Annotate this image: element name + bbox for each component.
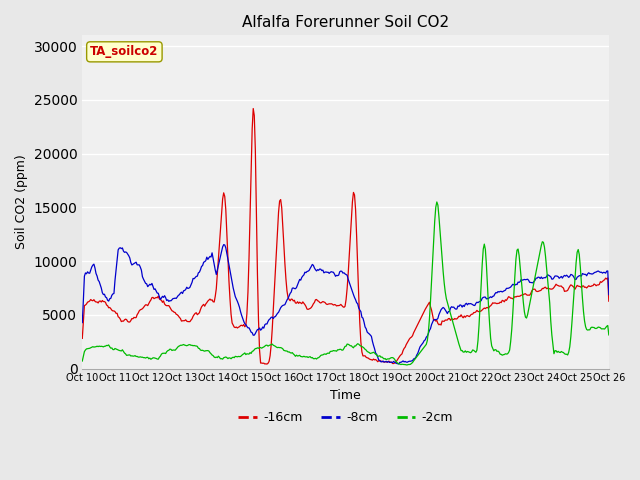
Title: Alfalfa Forerunner Soil CO2: Alfalfa Forerunner Soil CO2 (242, 15, 449, 30)
Text: TA_soilco2: TA_soilco2 (90, 45, 159, 59)
Legend: -16cm, -8cm, -2cm: -16cm, -8cm, -2cm (233, 406, 458, 429)
Y-axis label: Soil CO2 (ppm): Soil CO2 (ppm) (15, 155, 28, 249)
X-axis label: Time: Time (330, 389, 361, 402)
